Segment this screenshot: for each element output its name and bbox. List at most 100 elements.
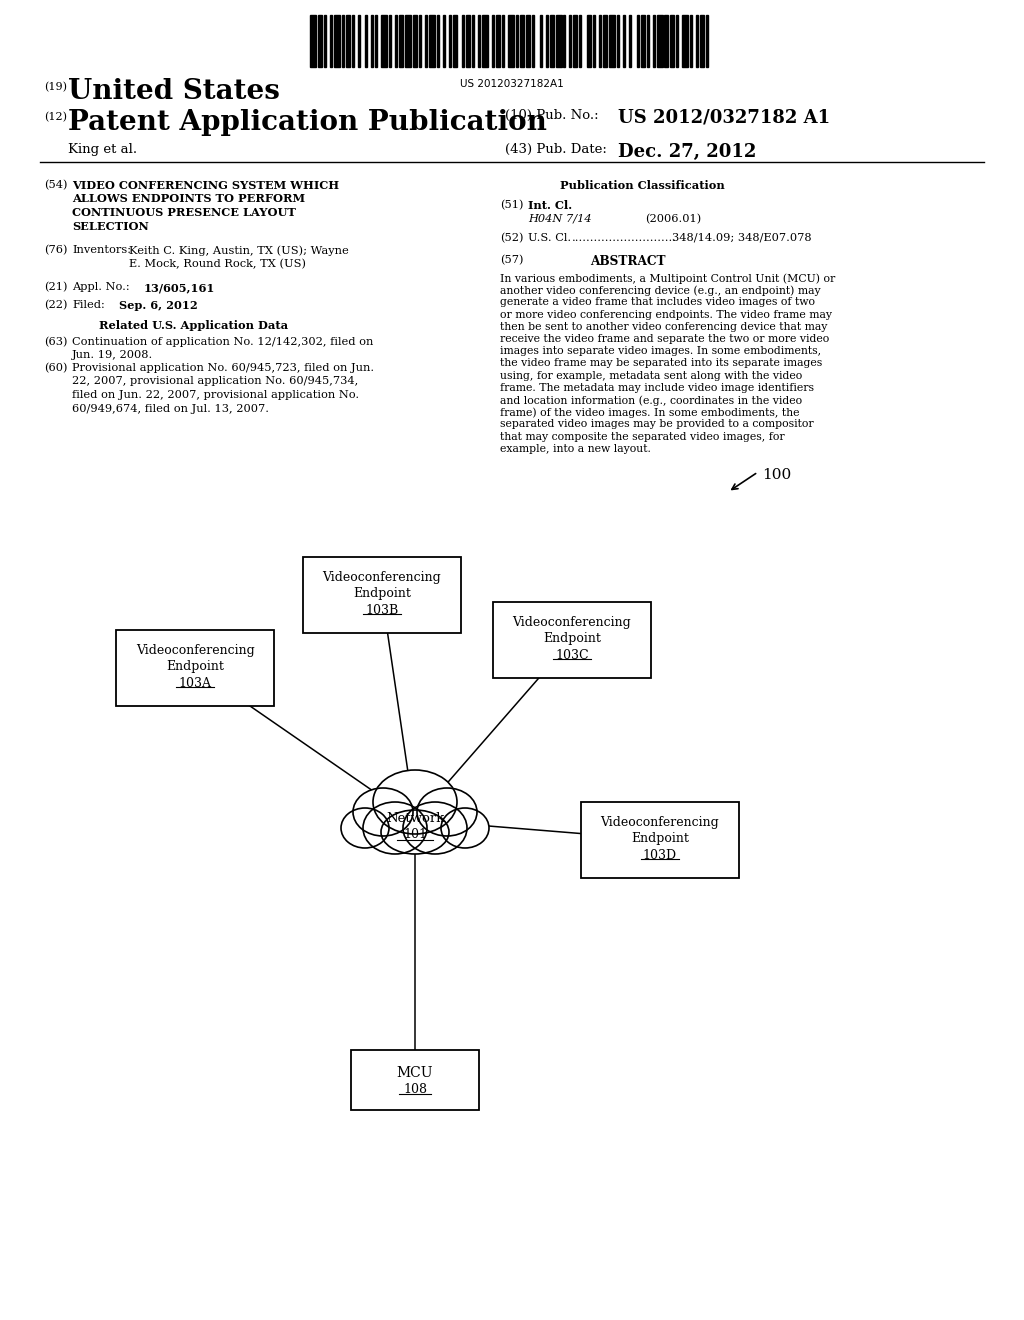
Text: Int. Cl.: Int. Cl.	[528, 201, 572, 211]
Bar	[310, 15, 316, 67]
Text: (52): (52)	[500, 234, 523, 243]
Bar	[351, 1049, 479, 1110]
Bar	[603, 15, 607, 67]
Bar	[357, 15, 359, 67]
Ellipse shape	[381, 810, 449, 854]
Bar	[569, 15, 571, 67]
Text: ............................: ............................	[572, 234, 677, 243]
Text: the video frame may be separated into its separate images: the video frame may be separated into it…	[500, 359, 822, 368]
Bar	[502, 15, 504, 67]
Text: Continuation of application No. 12/142,302, filed on: Continuation of application No. 12/142,3…	[72, 337, 374, 347]
Text: US 20120327182A1: US 20120327182A1	[460, 79, 564, 88]
Text: E. Mock, Round Rock, TX (US): E. Mock, Round Rock, TX (US)	[129, 259, 306, 269]
Text: Endpoint: Endpoint	[543, 632, 601, 645]
Text: 60/949,674, filed on Jul. 13, 2007.: 60/949,674, filed on Jul. 13, 2007.	[72, 404, 269, 413]
Text: (22): (22)	[44, 300, 68, 310]
Text: using, for example, metadata sent along with the video: using, for example, metadata sent along …	[500, 371, 802, 380]
Bar	[677, 15, 678, 67]
Bar	[381, 15, 387, 67]
Bar	[629, 15, 631, 67]
Bar	[497, 15, 500, 67]
Bar	[453, 15, 457, 67]
Bar	[573, 15, 578, 67]
Text: 108: 108	[403, 1082, 427, 1096]
Text: Filed:: Filed:	[72, 300, 104, 310]
Bar	[413, 15, 417, 67]
Text: (21): (21)	[44, 282, 68, 292]
Bar	[587, 15, 591, 67]
Text: Network: Network	[386, 812, 444, 825]
Text: and location information (e.g., coordinates in the video: and location information (e.g., coordina…	[500, 395, 802, 405]
Text: images into separate video images. In some embodiments,: images into separate video images. In so…	[500, 346, 821, 356]
Text: 100: 100	[762, 469, 792, 482]
Bar	[116, 630, 274, 706]
Text: Jun. 19, 2008.: Jun. 19, 2008.	[72, 351, 154, 360]
Bar	[540, 15, 542, 67]
Text: that may composite the separated video images, for: that may composite the separated video i…	[500, 432, 784, 442]
Text: generate a video frame that includes video images of two: generate a video frame that includes vid…	[500, 297, 815, 308]
Ellipse shape	[353, 788, 413, 836]
Bar	[690, 15, 692, 67]
Text: Endpoint: Endpoint	[631, 832, 689, 845]
Bar	[467, 15, 470, 67]
Bar	[389, 15, 391, 67]
Bar	[656, 15, 663, 67]
Bar	[351, 15, 353, 67]
Text: Endpoint: Endpoint	[166, 660, 224, 673]
Text: frame. The metadata may include video image identifiers: frame. The metadata may include video im…	[500, 383, 814, 393]
Text: US 2012/0327182 A1: US 2012/0327182 A1	[618, 110, 830, 127]
Text: Dec. 27, 2012: Dec. 27, 2012	[618, 143, 757, 161]
Bar	[623, 15, 625, 67]
Bar	[442, 15, 444, 67]
Text: (54): (54)	[44, 180, 68, 190]
Text: 103C: 103C	[555, 649, 589, 663]
Text: (19): (19)	[44, 82, 67, 92]
Bar	[482, 15, 488, 67]
Text: U.S. Cl.: U.S. Cl.	[528, 234, 571, 243]
Text: (76): (76)	[44, 246, 68, 255]
Text: ABSTRACT: ABSTRACT	[590, 255, 666, 268]
Bar	[317, 15, 322, 67]
Ellipse shape	[441, 808, 489, 847]
Text: (10) Pub. No.:: (10) Pub. No.:	[505, 110, 599, 121]
Text: (60): (60)	[44, 363, 68, 374]
Text: 13/605,161: 13/605,161	[144, 282, 215, 293]
Text: 103D: 103D	[643, 849, 677, 862]
Text: frame) of the video images. In some embodiments, the: frame) of the video images. In some embo…	[500, 407, 800, 417]
Bar	[516, 15, 518, 67]
Text: VIDEO CONFERENCING SYSTEM WHICH: VIDEO CONFERENCING SYSTEM WHICH	[72, 180, 339, 191]
Text: Related U.S. Application Data: Related U.S. Application Data	[99, 319, 288, 331]
Ellipse shape	[362, 803, 427, 854]
Bar	[599, 15, 601, 67]
Bar	[665, 15, 669, 67]
Bar	[437, 15, 438, 67]
Text: Keith C. King, Austin, TX (US); Wayne: Keith C. King, Austin, TX (US); Wayne	[129, 246, 349, 256]
Bar	[463, 15, 465, 67]
Text: (2006.01): (2006.01)	[645, 214, 701, 224]
Text: (63): (63)	[44, 337, 68, 347]
Bar	[580, 15, 582, 67]
Bar	[372, 15, 374, 67]
Bar	[531, 15, 534, 67]
Bar	[330, 15, 332, 67]
Text: 348/14.09; 348/E07.078: 348/14.09; 348/E07.078	[672, 234, 812, 243]
Bar	[556, 15, 561, 67]
Bar	[399, 15, 403, 67]
Text: separated video images may be provided to a compositor: separated video images may be provided t…	[500, 420, 814, 429]
Text: or more video conferencing endpoints. The video frame may: or more video conferencing endpoints. Th…	[500, 310, 831, 319]
Text: H04N 7/14: H04N 7/14	[528, 214, 592, 223]
Text: Videoconferencing: Videoconferencing	[513, 616, 632, 630]
Text: 101: 101	[403, 828, 427, 841]
Bar	[406, 15, 411, 67]
Text: In various embodiments, a Multipoint Control Unit (MCU) or: In various embodiments, a Multipoint Con…	[500, 273, 836, 284]
Text: example, into a new layout.: example, into a new layout.	[500, 444, 651, 454]
Ellipse shape	[341, 808, 389, 847]
Bar	[700, 15, 705, 67]
Text: Sep. 6, 2012: Sep. 6, 2012	[119, 300, 198, 312]
Text: 103A: 103A	[178, 677, 212, 690]
Bar	[425, 15, 427, 67]
Ellipse shape	[403, 803, 467, 854]
Bar	[303, 557, 461, 634]
Text: SELECTION: SELECTION	[72, 220, 148, 231]
Bar	[641, 15, 645, 67]
